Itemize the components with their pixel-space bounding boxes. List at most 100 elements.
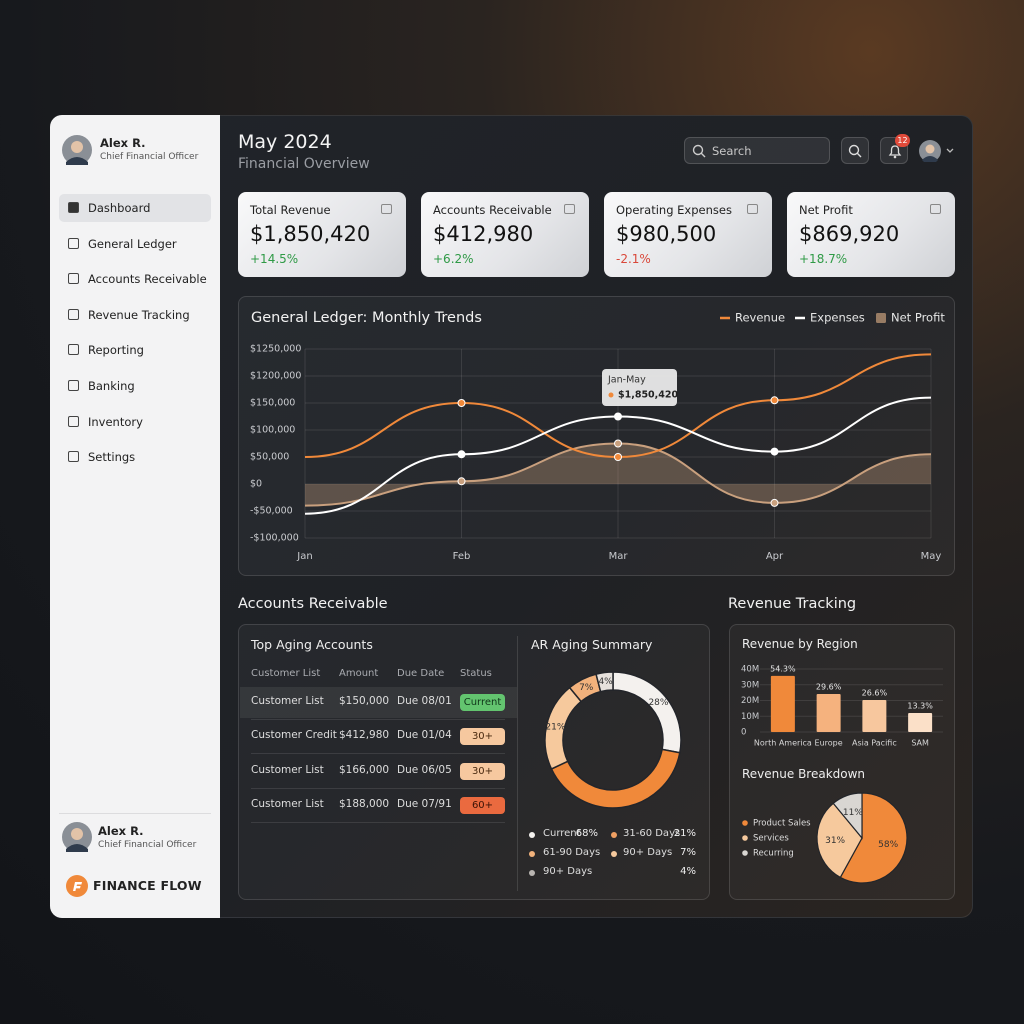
table-cell: Customer List [251, 695, 324, 707]
legend-dot [529, 832, 535, 838]
table-cell: Due 01/04 [397, 729, 452, 741]
status-pill: 30+ [460, 727, 505, 745]
nav-item[interactable]: Reporting [59, 336, 211, 364]
tooltip-value: $1,850,420 [618, 390, 678, 401]
search-placeholder: Search [712, 144, 752, 158]
tooltip-title: Jan-May [607, 375, 646, 386]
kpi-change: +18.7% [799, 252, 848, 266]
nav-icon [68, 308, 79, 320]
nav-item[interactable]: Banking [59, 372, 211, 400]
kpi-icon [381, 204, 392, 214]
x-tick-label: Jan [296, 551, 312, 562]
nav-icon [68, 380, 79, 391]
nav-item[interactable]: Accounts Receivable [59, 265, 211, 293]
legend-label: 31-60 Days [623, 828, 681, 839]
nav-label: Revenue Tracking [88, 307, 190, 322]
kpi-label: Operating Expenses [616, 203, 732, 217]
legend-label: 90+ Days [623, 847, 673, 858]
kpi-change: +6.2% [433, 252, 474, 266]
point [614, 412, 622, 421]
kpi-value: $869,920 [799, 222, 900, 246]
y-tick-label: -$50,000 [250, 506, 293, 517]
x-tick-label: Asia Pacific [852, 739, 897, 748]
legend-dot [742, 835, 748, 841]
point [614, 439, 622, 448]
search-button[interactable] [841, 137, 869, 164]
x-tick-label: May [921, 551, 942, 562]
y-tick-label: 20M [741, 696, 759, 706]
nav-label: Accounts Receivable [88, 272, 207, 287]
status-pill: Current [460, 693, 505, 711]
avatar [62, 822, 92, 852]
y-tick-label: $150,000 [250, 398, 295, 409]
status-pill: 60+ [460, 796, 505, 814]
nav-label: Banking [88, 379, 135, 393]
donut-segment [612, 671, 682, 754]
point [770, 498, 779, 507]
search-box[interactable]: Search [684, 137, 830, 164]
point [770, 447, 779, 456]
kpi-change: +14.5% [250, 252, 299, 266]
notifications-button[interactable]: 12 [880, 134, 910, 164]
nav-icon [68, 415, 79, 427]
pie-slice [832, 792, 863, 840]
account-menu[interactable] [918, 139, 958, 163]
ar-card: Top Aging Accounts AR Aging Summary Cust… [238, 624, 710, 900]
bar-annotation: 54.3% [770, 664, 796, 673]
row-divider [251, 822, 505, 823]
divider [517, 636, 518, 891]
chart-title: General Ledger: Monthly Trends [251, 310, 482, 326]
page-subtitle: Financial Overview [238, 156, 370, 172]
user-role: Chief Financial Officer [100, 152, 199, 162]
data-label: 11% [843, 808, 863, 818]
table-cell: Due 07/91 [397, 798, 452, 810]
nav-label: Dashboard [88, 201, 151, 215]
user-name: Alex R. [98, 824, 144, 838]
legend-dot [529, 851, 535, 857]
nav-item[interactable]: General Ledger [59, 230, 211, 258]
nav-item[interactable]: Inventory [59, 408, 211, 436]
search-icon [848, 144, 862, 158]
nav-icon [68, 273, 79, 285]
kpi-icon [930, 204, 941, 214]
legend-label: Net Profit [891, 311, 945, 325]
ledger-card [238, 296, 955, 576]
kpi-card: Accounts Receivable $412,980 +6.2% [421, 192, 589, 277]
kpi-icon [747, 204, 758, 214]
revenue-card: Revenue by Region Revenue Breakdown [729, 624, 955, 900]
avatar [62, 135, 92, 165]
column-header: Status [460, 668, 492, 679]
legend-value: 7% [680, 847, 696, 858]
pie-slice [839, 792, 908, 884]
line-chart: General Ledger: Monthly Trends -$100,000… [250, 310, 945, 562]
table-cell: $150,000 [339, 695, 390, 707]
chart-title: AR Aging Summary [531, 637, 653, 652]
kpi-value: $980,500 [616, 222, 717, 246]
legend-dot [611, 851, 617, 857]
search-icon [692, 144, 706, 158]
nav-item[interactable]: Revenue Tracking [59, 301, 211, 329]
nav-label: Reporting [88, 343, 144, 358]
y-tick-label: $0 [250, 479, 262, 490]
nav-item[interactable]: Dashboard [59, 194, 211, 222]
legend-dot [529, 870, 535, 876]
section-heading: Revenue Tracking [728, 596, 857, 612]
donut-chart: 28% 21% 7% 4% [544, 671, 682, 809]
section-heading: Accounts Receivable [238, 596, 388, 612]
table-title: Top Aging Accounts [251, 637, 373, 652]
status-pill: 30+ [460, 762, 505, 780]
table-cell: $166,000 [339, 764, 390, 776]
legend-value: 4% [680, 866, 696, 877]
row-divider [251, 788, 505, 789]
nav-item[interactable]: Settings [59, 443, 211, 471]
legend-dot [611, 832, 617, 838]
kpi-label: Net Profit [799, 203, 853, 217]
data-label: 58% [878, 840, 898, 850]
table-cell: Customer List [251, 798, 324, 810]
donut-segment [550, 748, 681, 809]
data-label: 4% [598, 677, 613, 687]
table-cell: Customer List [251, 764, 324, 776]
nav-icon [68, 451, 79, 463]
bell-icon [888, 145, 902, 159]
table-cell: Due 06/05 [397, 764, 452, 776]
